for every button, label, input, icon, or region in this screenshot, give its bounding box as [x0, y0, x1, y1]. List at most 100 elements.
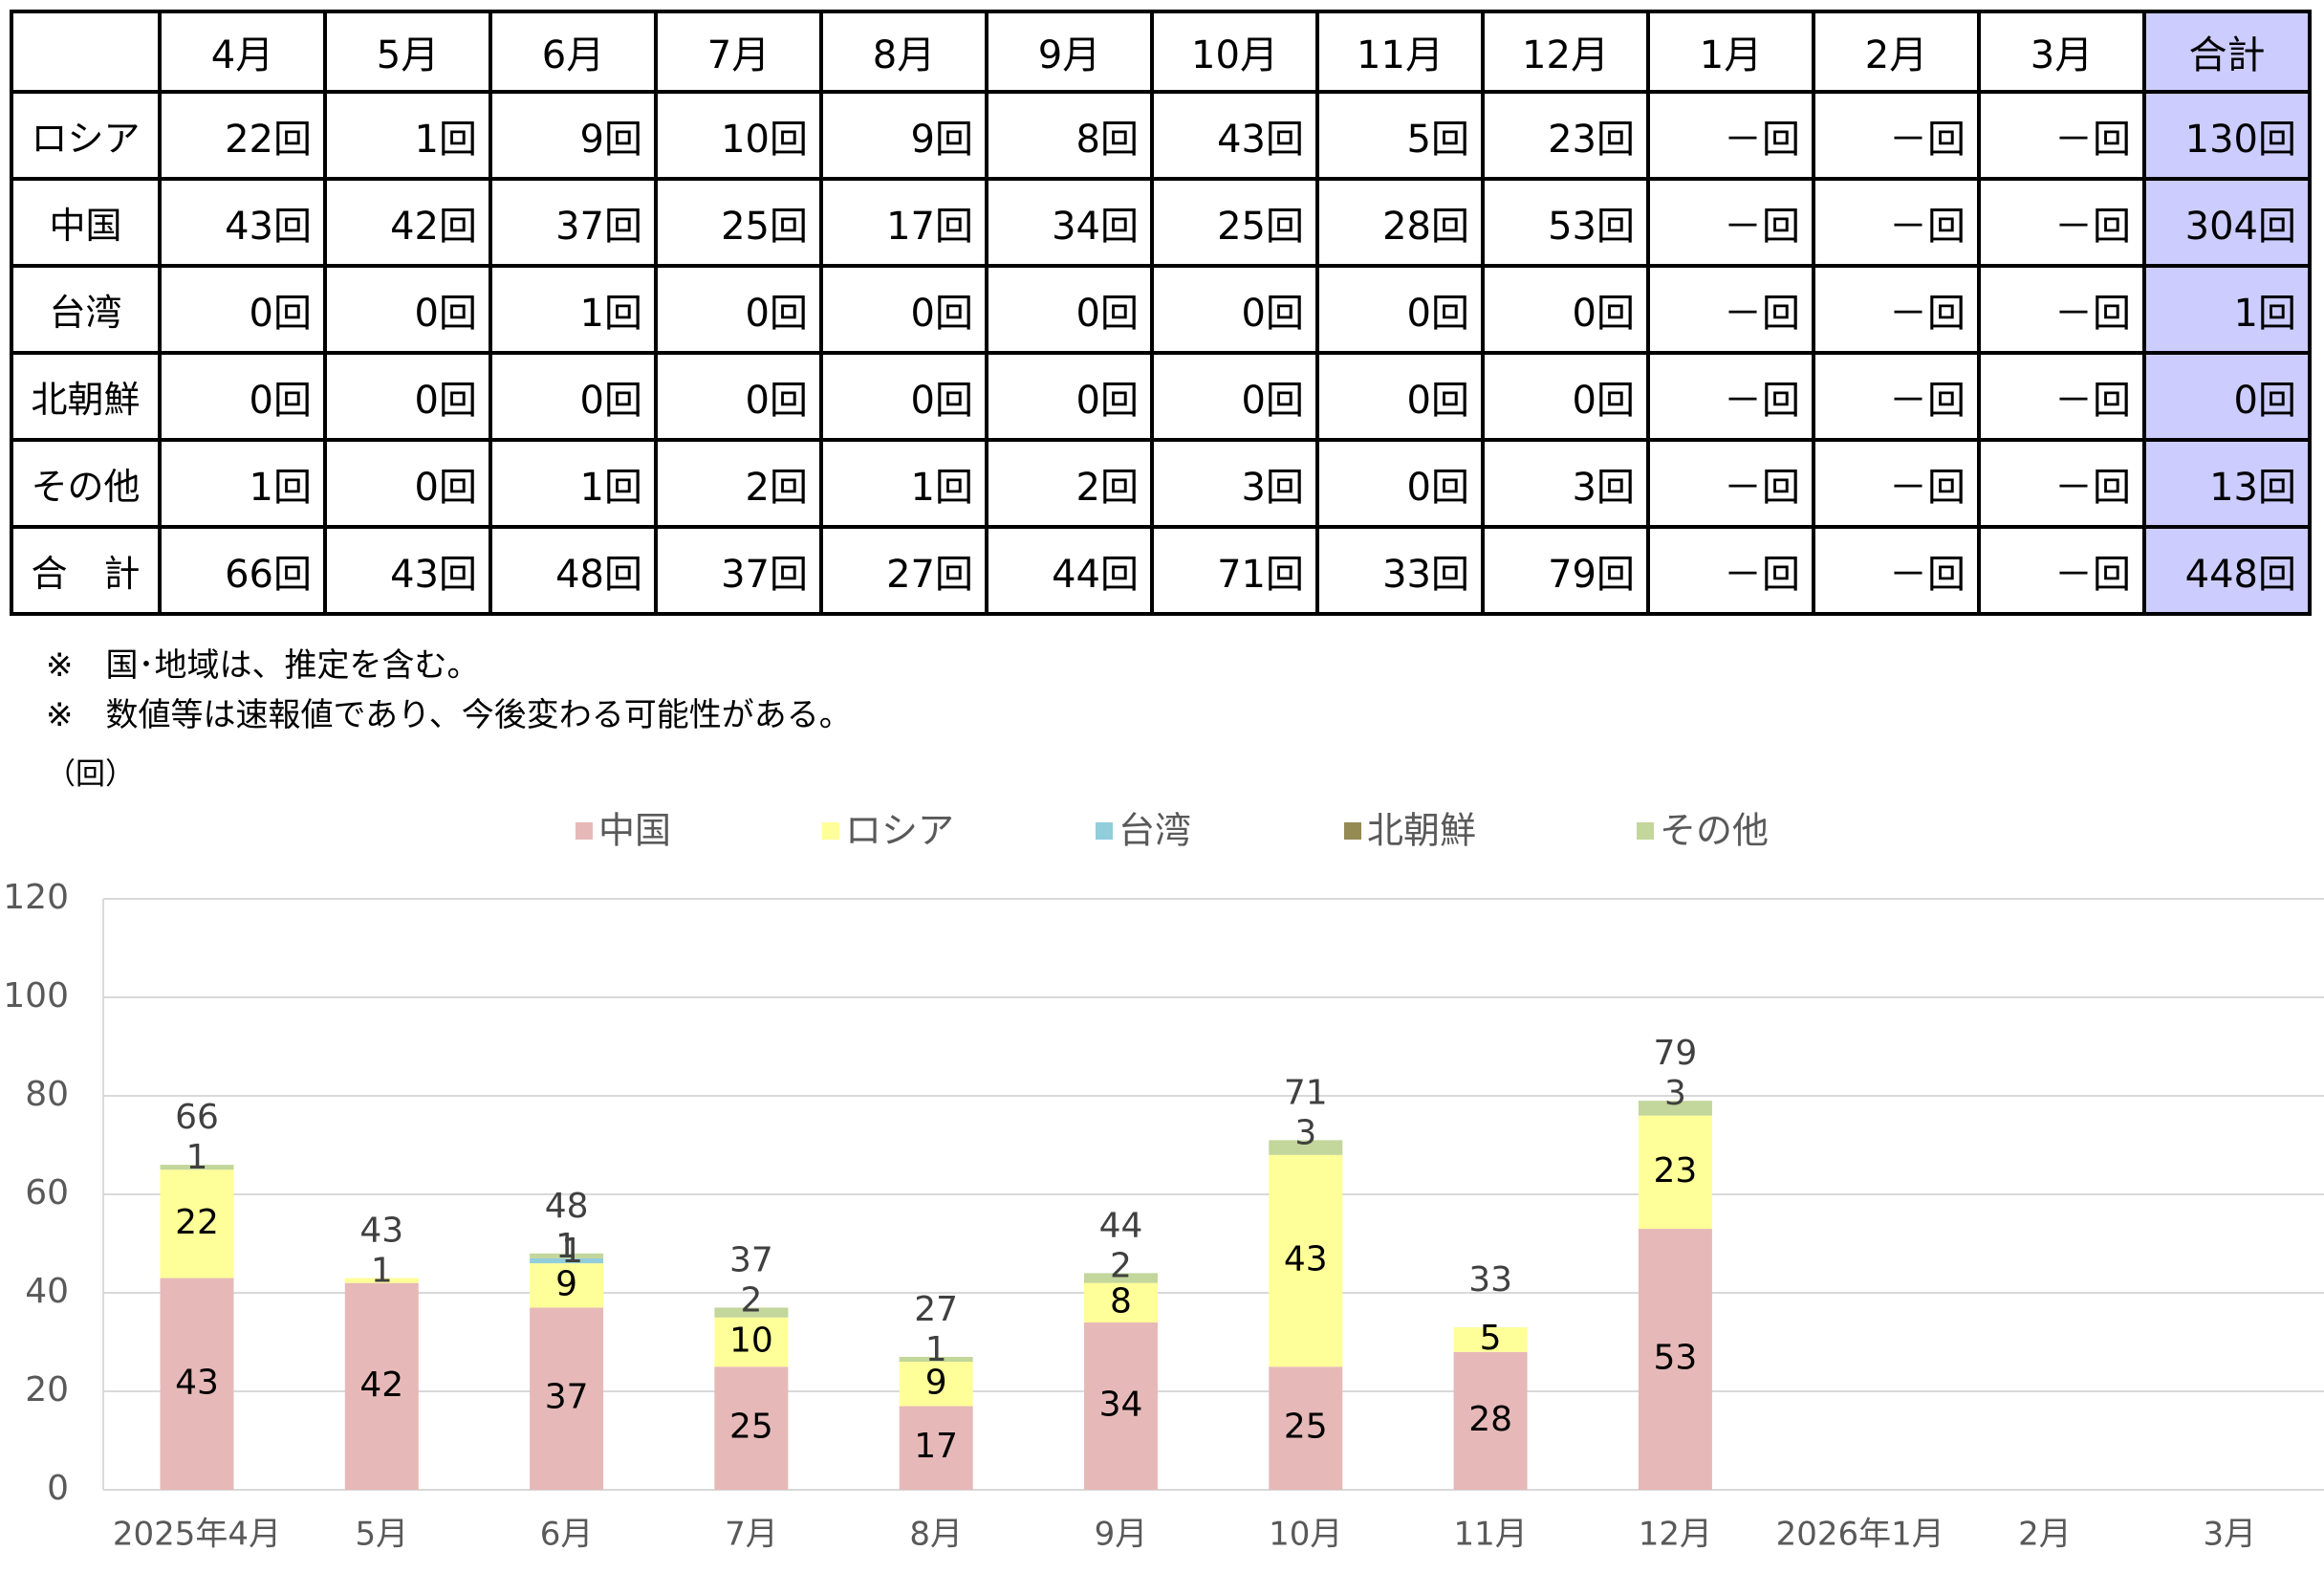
bar-segment [1453, 1327, 1528, 1352]
table-header-cell: 4月 [158, 10, 327, 94]
table-row: 台湾 0回 0回 1回 0回 0回 0回 0回 0回 0回 －回 －回 －回 1回 [10, 264, 2312, 355]
table-row-label: 中国 [10, 177, 162, 268]
table-cell: 37回 [654, 525, 823, 616]
table-corner-cell [10, 10, 162, 94]
table-cell: －回 [1977, 438, 2146, 529]
x-tick-label: 12月 [1639, 1516, 1712, 1554]
x-tick-label: 2025年4月 [113, 1516, 281, 1554]
table-row: 中国 43回 42回 37回 25回 17回 34回 25回 28回 53回 －回 －回 －回 304回 [10, 177, 2312, 268]
legend-swatch [1344, 822, 1361, 840]
table-cell: 2回 [985, 438, 1154, 529]
table-cell: 37回 [489, 177, 658, 268]
table-row-label: 合 計 [10, 525, 162, 616]
data-label: 17 [914, 1427, 958, 1466]
data-label: 8 [1110, 1281, 1132, 1321]
table-cell: 0回 [985, 351, 1154, 442]
table-row: 合 計 66回 43回 48回 37回 27回 44回 71回 33回 79回 －回 －回 －回 448回 [10, 525, 2312, 616]
table-cell: 0回 [1150, 264, 1319, 355]
table-row: 北朝鮮 0回 0回 0回 0回 0回 0回 0回 0回 0回 －回 －回 －回 0回 [10, 351, 2312, 442]
table-cell: 1回 [158, 438, 327, 529]
x-tick-label: 2026年1月 [1776, 1516, 1944, 1554]
table-cell: 1回 [819, 438, 988, 529]
table-cell: 33回 [1315, 525, 1485, 616]
note-preliminary: ※ 数値等は速報値であり、今後変わる可能性がある。 [46, 696, 852, 734]
data-label: 1 [925, 1330, 947, 1369]
table-row-label: 北朝鮮 [10, 351, 162, 442]
table-cell: 43回 [323, 525, 492, 616]
table-row-label: ロシア [10, 90, 162, 181]
bar-segment [530, 1253, 604, 1258]
data-label: 42 [359, 1366, 403, 1405]
x-tick-label: 5月 [355, 1516, 408, 1554]
bar-segment [899, 1406, 973, 1490]
x-tick-label: 8月 [909, 1516, 963, 1554]
data-label: 1 [371, 1252, 393, 1291]
table-cell: 0回 [158, 351, 327, 442]
bar-segment [530, 1263, 604, 1308]
table-cell: 1回 [489, 438, 658, 529]
table-cell: －回 [1812, 264, 1981, 355]
table-cell: 0回 [1481, 264, 1650, 355]
bar-segment [714, 1307, 789, 1318]
table-cell: 34回 [985, 177, 1154, 268]
table-cell: 5回 [1315, 90, 1485, 181]
table-cell: －回 [1646, 177, 1815, 268]
table-cell: 1回 [2142, 264, 2312, 355]
legend-label: その他 [1660, 810, 1769, 852]
table-cell: 66回 [158, 525, 327, 616]
table-header-cell: 12月 [1481, 10, 1650, 94]
table-cell: 42回 [323, 177, 492, 268]
table-cell: －回 [1812, 525, 1981, 616]
total-label: 71 [1284, 1073, 1328, 1112]
table-cell: 9回 [489, 90, 658, 181]
bar-segment [1269, 1366, 1343, 1490]
table-header-cell: 7月 [654, 10, 823, 94]
bar-segment [899, 1356, 973, 1363]
table-cell: 25回 [654, 177, 823, 268]
total-label: 48 [545, 1187, 589, 1226]
table-cell: 0回 [1150, 351, 1319, 442]
data-label: 34 [1099, 1385, 1143, 1424]
bar-segment [1638, 1229, 1712, 1490]
bar-segment [1638, 1101, 1712, 1116]
data-label: 5 [1480, 1319, 1502, 1358]
table-cell: 448回 [2142, 525, 2312, 616]
table-cell: 304回 [2142, 177, 2312, 268]
bar-segment [1453, 1351, 1528, 1490]
data-label: 3 [1664, 1074, 1686, 1113]
x-tick-label: 6月 [540, 1516, 594, 1554]
table-cell: 44回 [985, 525, 1154, 616]
table-cell: 13回 [2142, 438, 2312, 529]
bar-segment [1084, 1273, 1158, 1283]
table-cell: 0回 [654, 264, 823, 355]
table-cell: 0回 [1481, 351, 1650, 442]
table-header-cell: 11月 [1315, 10, 1485, 94]
table-header-cell: 1月 [1646, 10, 1815, 94]
bar-segment [1638, 1115, 1712, 1230]
bar-segment [714, 1366, 789, 1490]
table-header-cell: 8月 [819, 10, 988, 94]
bar-segment [530, 1257, 604, 1264]
total-label: 27 [914, 1290, 958, 1329]
bar-segment [1269, 1154, 1343, 1367]
data-label: 9 [925, 1363, 947, 1402]
legend-swatch [822, 822, 839, 840]
table-cell: 17回 [819, 177, 988, 268]
table-cell: 0回 [323, 264, 492, 355]
x-tick-label: 2月 [2018, 1516, 2072, 1554]
table-cell: 23回 [1481, 90, 1650, 181]
legend-swatch [576, 822, 593, 840]
table-header-cell: 合計 [2142, 10, 2312, 94]
y-tick-label: 0 [47, 1469, 69, 1508]
bar-segment [1269, 1140, 1343, 1155]
table-cell: 0回 [323, 351, 492, 442]
legend-label: 北朝鮮 [1367, 810, 1476, 852]
x-tick-label: 10月 [1269, 1516, 1342, 1554]
data-label: 25 [1284, 1408, 1328, 1447]
table-cell: －回 [1646, 90, 1815, 181]
bar-segment [160, 1278, 234, 1490]
x-tick-label: 7月 [725, 1516, 778, 1554]
table-header-cell: 5月 [323, 10, 492, 94]
table-cell: 0回 [985, 264, 1154, 355]
data-label: 1 [561, 1232, 583, 1271]
